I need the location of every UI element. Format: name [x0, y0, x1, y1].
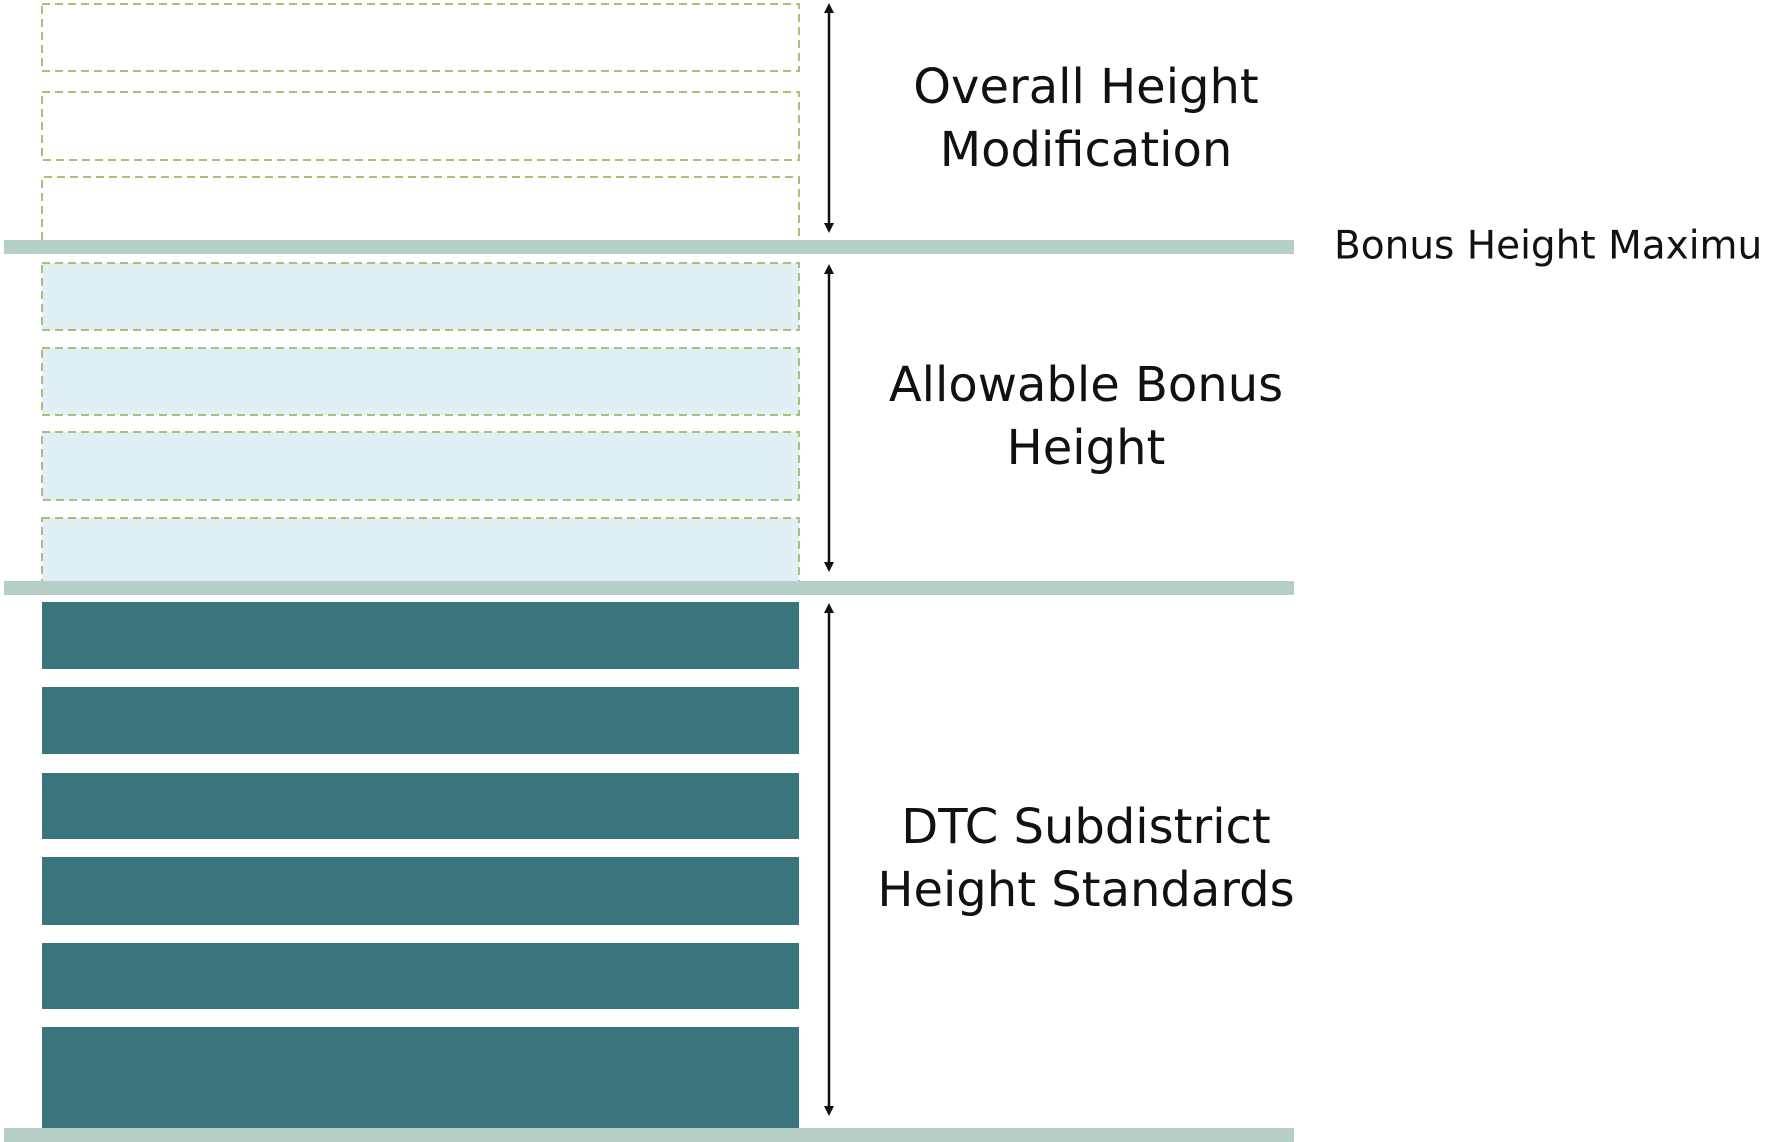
base-floors: [42, 602, 799, 1129]
bonus-floor: [41, 262, 800, 331]
modification-floors: [41, 3, 800, 240]
bonus-floor: [41, 517, 800, 583]
base-height-line: [4, 581, 1294, 595]
label: Height: [1007, 420, 1166, 476]
bonus-max-line: [4, 240, 1294, 254]
label: Bonus Height Maximum: [1334, 224, 1765, 269]
bonus-floors: [41, 262, 800, 583]
ground-line: [4, 1128, 1294, 1142]
floor: [42, 602, 799, 669]
floor: [42, 857, 799, 925]
floor: [42, 1027, 799, 1129]
ghost-floor: [41, 176, 800, 240]
floor: [42, 687, 799, 754]
ghost-floor: [41, 3, 800, 72]
label: Modification: [940, 122, 1233, 178]
bonus-floor: [41, 347, 800, 416]
label: Overall Height: [913, 59, 1258, 115]
ghost-floor: [41, 91, 800, 161]
floor: [42, 773, 799, 839]
floor: [42, 943, 799, 1009]
label: DTC Subdistrict: [901, 799, 1271, 855]
label: Height Standards: [877, 862, 1294, 918]
bonus-floor: [41, 431, 800, 501]
label: Allowable Bonus: [889, 357, 1283, 413]
